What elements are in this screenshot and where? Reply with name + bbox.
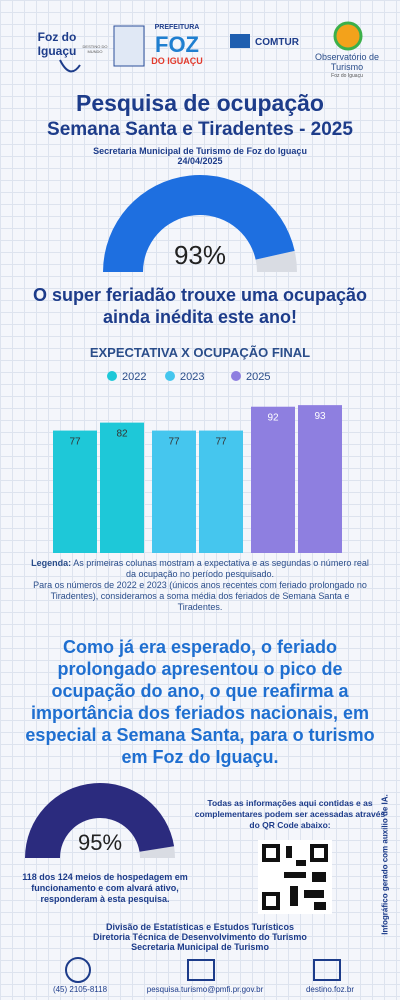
logo-text: PREFEITURA [154,24,200,31]
logo-text: DO IGUAÇU [151,56,203,66]
legend-swatch [231,371,241,381]
coat-of-arms [113,25,145,67]
legend-label: 2022 [122,371,146,383]
logo-text: FOZ [155,32,199,57]
gauge-arc [25,782,175,858]
footer-line: Divisão de Estatísticas e Estudos Turíst… [106,922,294,932]
gauge-label: 95% [78,830,122,855]
logo-text: Observatório de Turismo [314,52,380,72]
logo-swirl [59,59,81,73]
bar [199,430,243,553]
comtur-icon [230,34,250,48]
gauge-arc [103,175,295,272]
footer-line: Diretoria Técnica de Desenvolvimento do … [93,932,307,942]
bar-value: 92 [267,413,279,424]
chart-title: EXPECTATIVA X OCUPAÇÃO FINAL [89,345,311,360]
ai-note: Infográfico gerado com auxílio de IA. [380,794,390,935]
source: Secretaria Municipal de Turismo de Foz d… [93,146,307,156]
contact-icons [65,957,341,983]
logo-text: Foz do Iguaçu [37,30,77,58]
gauge-track [255,250,297,272]
legend-label: 2023 [180,371,204,383]
legend-swatch [107,371,117,381]
site: destino.foz.br [305,985,355,994]
legend-note-text: Para os números de 2022 e 2023 (únicos a… [33,580,367,612]
bar [298,405,342,553]
bar-value: 93 [314,411,326,422]
bar [100,422,144,553]
bar-value: 77 [69,437,81,448]
footer-line: Secretaria Municipal de Turismo [131,942,269,952]
bar [53,430,97,553]
bar [152,430,196,553]
legend-note-label: Legenda: [31,558,72,568]
legend-note-text: As primeiras colunas mostram a expectati… [73,558,369,579]
logo-text: COMTUR [255,37,299,48]
bar-value: 77 [215,437,227,448]
phone: (45) 2105-8118 [52,985,108,994]
qr-note: Todas as informações aqui contidas e as … [194,798,386,830]
legend-swatch [165,371,175,381]
subtitle: Semana Santa e Tiradentes - 2025 [47,119,353,140]
email: pesquisa.turismo@pmfi.pr.gov.br [146,985,264,994]
qr-code [258,840,332,914]
logo-text: Foz do Iguaçu [331,73,363,79]
date: 24/04/2025 [177,156,223,166]
legend-label: 2025 [246,371,270,383]
paragraph: Como já era esperado, o feriado prolonga… [25,637,375,767]
bar-value: 82 [116,429,128,440]
bar-value: 77 [168,437,180,448]
gauge-track [139,846,175,858]
title: Pesquisa de ocupação [76,90,324,116]
footer: Divisão de Estatísticas e Estudos Turíst… [0,922,400,952]
survey-note: 118 dos 124 meios de hospedagem em funci… [22,872,188,904]
logo-text: DESTINO DO MUNDO [82,44,108,54]
observatory-icon [333,21,363,51]
legend-note: Legenda: As primeiras colunas mostram a … [30,558,370,613]
bar [251,406,295,553]
gauge-label: 93% [174,240,226,270]
headline: O super feriadão trouxe uma ocupação ain… [32,285,368,327]
